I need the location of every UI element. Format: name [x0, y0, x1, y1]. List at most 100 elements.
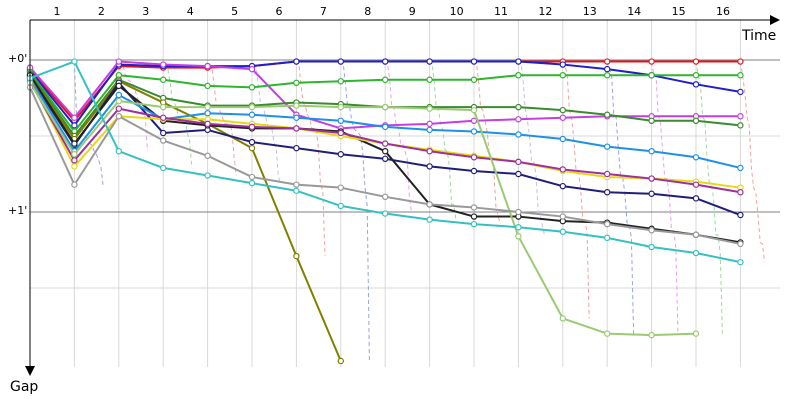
x-tick-label: 1	[54, 5, 61, 18]
lap-connector	[73, 61, 104, 185]
data-point	[604, 170, 611, 178]
data-point	[426, 76, 433, 83]
data-point	[382, 123, 389, 131]
data-point	[382, 147, 389, 155]
data-point	[692, 117, 700, 125]
data-point	[337, 78, 344, 85]
lap-connector	[695, 61, 723, 334]
x-tick-label: 9	[409, 5, 416, 18]
series-line	[29, 74, 342, 362]
data-point	[515, 223, 522, 231]
lap-connector	[252, 65, 282, 184]
data-point	[604, 220, 611, 228]
data-point	[559, 114, 567, 121]
data-point	[248, 111, 256, 118]
data-point	[248, 138, 256, 146]
data-point	[337, 117, 344, 125]
data-point	[293, 181, 300, 188]
data-point	[737, 58, 744, 65]
y-tick-label: +0'	[8, 52, 27, 65]
data-point	[71, 122, 78, 129]
data-point	[737, 211, 744, 219]
data-point	[648, 71, 655, 79]
data-point	[115, 82, 123, 90]
data-point	[248, 173, 256, 181]
data-point	[337, 202, 344, 210]
data-point	[426, 216, 433, 223]
data-point	[648, 58, 655, 65]
data-point	[559, 213, 567, 220]
data-point	[293, 144, 300, 152]
data-point	[559, 182, 567, 190]
data-point	[559, 61, 567, 68]
x-tick-label: 11	[494, 5, 508, 18]
data-point	[204, 103, 211, 111]
y-tick-labels: +0' +1'	[8, 52, 27, 217]
data-point	[515, 131, 522, 138]
data-point	[159, 114, 167, 121]
lap-connector	[385, 61, 413, 214]
data-point	[248, 65, 256, 73]
data-point	[604, 330, 611, 337]
data-point	[470, 117, 478, 125]
data-point	[248, 103, 256, 111]
grid	[29, 20, 780, 367]
data-point	[293, 252, 300, 260]
data-point	[470, 128, 478, 135]
data-point	[515, 116, 522, 123]
lap-connector	[429, 61, 457, 220]
data-point	[71, 157, 78, 164]
data-point	[382, 103, 389, 111]
data-point	[692, 195, 700, 202]
lap-connector	[296, 61, 326, 257]
data-point	[337, 103, 344, 111]
x-tick-label: 16	[716, 5, 730, 18]
data-point	[382, 140, 389, 147]
data-point	[737, 122, 744, 129]
data-point	[115, 97, 123, 105]
data-point	[426, 201, 433, 208]
data-point	[293, 125, 300, 132]
data-point	[293, 187, 300, 194]
data-point	[559, 135, 567, 143]
data-point	[159, 61, 167, 68]
data-point	[604, 65, 611, 73]
data-point	[604, 143, 611, 150]
data-point	[382, 155, 389, 162]
data-point	[115, 105, 123, 112]
data-point	[248, 144, 256, 152]
data-point	[115, 113, 123, 120]
data-point	[737, 258, 744, 266]
data-point	[204, 120, 211, 128]
x-tick-label: 2	[98, 5, 105, 18]
data-point	[71, 151, 78, 158]
series-12	[26, 79, 700, 339]
data-point	[382, 76, 389, 83]
data-point	[293, 79, 300, 87]
series-14	[26, 58, 744, 266]
lap-connector	[474, 61, 501, 225]
data-point	[204, 82, 211, 90]
data-point	[737, 71, 744, 79]
y-tick-label: +1'	[8, 204, 27, 217]
data-point	[648, 147, 655, 155]
data-point	[293, 102, 300, 109]
data-point	[648, 117, 655, 125]
x-tick-label: 3	[142, 5, 149, 18]
x-tick-label: 8	[364, 5, 371, 18]
data-point	[115, 147, 123, 155]
data-point	[515, 208, 522, 216]
data-point	[692, 181, 700, 188]
series-4	[26, 68, 744, 135]
data-point	[470, 213, 478, 220]
data-point	[604, 111, 611, 118]
data-point	[692, 71, 700, 79]
data-point	[426, 120, 433, 128]
series-13	[26, 84, 744, 248]
data-point	[248, 123, 256, 131]
data-point	[515, 71, 522, 79]
data-point	[337, 357, 344, 365]
data-point	[337, 129, 344, 137]
data-point	[559, 228, 567, 235]
